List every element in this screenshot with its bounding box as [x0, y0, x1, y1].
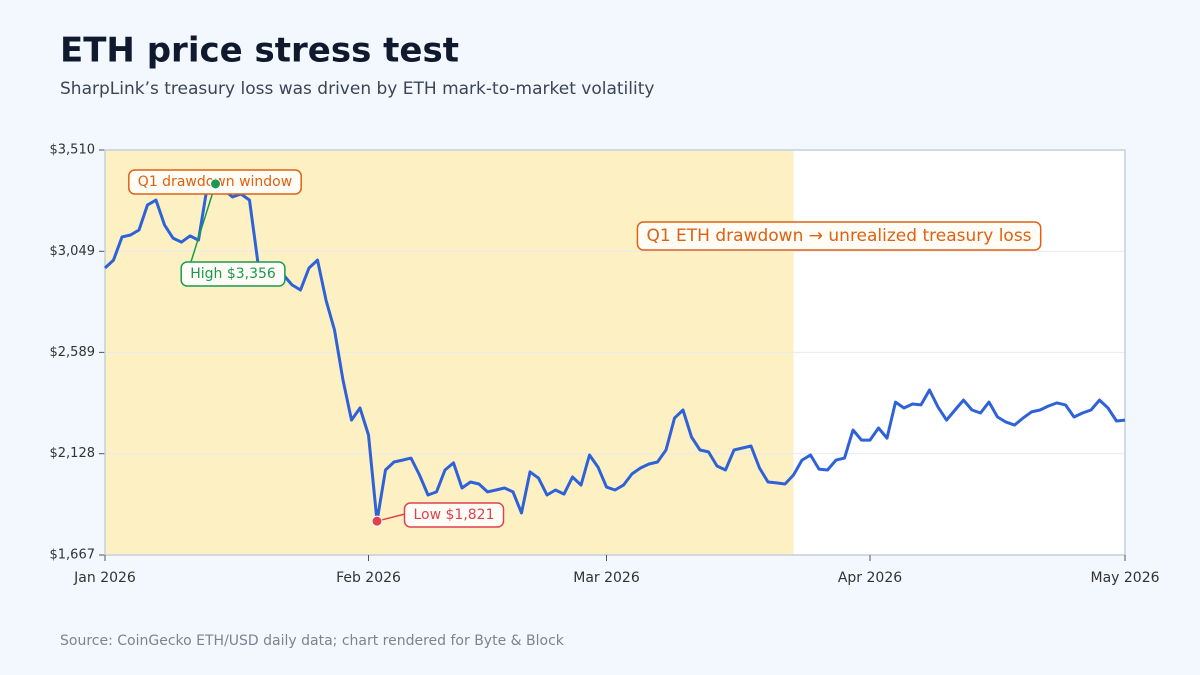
y-tick-label: $2,589	[50, 345, 96, 360]
y-tick-label: $3,510	[50, 143, 96, 158]
high-label-group: High $3,356	[180, 261, 286, 287]
high-leader	[189, 183, 217, 266]
chart-title: ETH price stress test	[60, 31, 459, 71]
y-tick-label: $2,128	[50, 446, 96, 461]
callout-group: Q1 ETH drawdown → unrealized treasury lo…	[636, 221, 1042, 251]
source-note: Source: CoinGecko ETH/USD daily data; ch…	[60, 633, 565, 649]
x-tick-label: May 2026	[1090, 570, 1159, 586]
x-tick-label: Apr 2026	[838, 570, 902, 586]
chart-subtitle: SharpLink’s treasury loss was driven by …	[60, 79, 654, 99]
y-tick-label: $3,049	[50, 244, 96, 259]
x-tick-label: Mar 2026	[573, 570, 640, 586]
low-label-box	[403, 502, 505, 528]
y-tick-label: $1,667	[50, 548, 96, 563]
callout-box	[636, 221, 1042, 251]
high-marker	[210, 178, 221, 190]
low-label: Low $1,821	[413, 507, 494, 523]
callout: Q1 ETH drawdown → unrealized treasury lo…	[646, 226, 1031, 246]
high-label: High $3,356	[190, 266, 276, 282]
x-tick-label: Feb 2026	[336, 570, 401, 586]
plot-border	[104, 149, 1126, 556]
low-label-group: Low $1,821	[403, 502, 505, 528]
high-label-box	[180, 261, 286, 287]
x-tick-label: Jan 2026	[73, 570, 136, 586]
low-marker	[371, 515, 383, 527]
